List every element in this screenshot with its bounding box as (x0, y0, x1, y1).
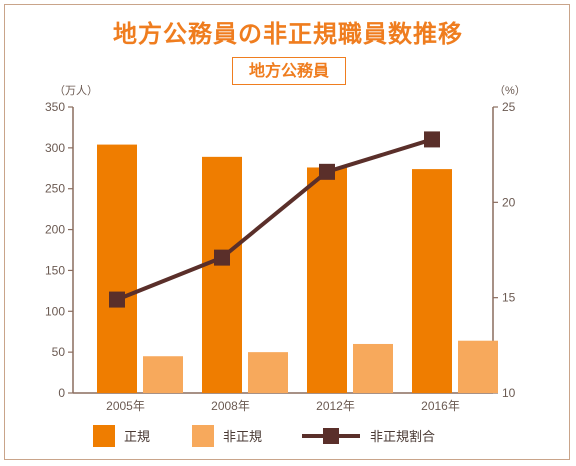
left-tick-label: 0 (58, 386, 65, 400)
bar-regular (412, 169, 452, 393)
ratio-line-series (109, 131, 440, 308)
x-tick-label: 2012年 (316, 399, 355, 413)
bar-nonregular (353, 343, 393, 393)
ratio-marker (424, 131, 440, 148)
bar-regular (97, 144, 137, 393)
x-axis-tick-labels: 2005年 2008年 2012年 2016年 (106, 399, 460, 413)
chart-title: 地方公務員の非正規職員数推移 (113, 20, 463, 48)
right-tick-label: 25 (502, 100, 516, 114)
bar-nonregular (248, 352, 288, 393)
ratio-marker (109, 291, 125, 308)
ratio-line (116, 137, 433, 302)
left-tick-label: 100 (45, 304, 65, 318)
legend-swatch-regular (93, 425, 115, 447)
left-axis-ticks: 0 50 100 150 200 250 300 350 (45, 100, 73, 400)
ratio-marker (214, 249, 230, 266)
x-tick-label: 2016年 (421, 399, 460, 413)
left-axis-unit-label: （万人） (54, 84, 98, 97)
right-tick-label: 10 (502, 386, 516, 400)
legend: 正規 非正規 非正規割合 (93, 425, 435, 447)
left-tick-label: 50 (52, 345, 66, 359)
left-tick-label: 300 (45, 141, 65, 155)
right-tick-label: 15 (502, 291, 516, 305)
bar-nonregular (143, 356, 183, 393)
bar-regular (307, 167, 347, 393)
bar-series (97, 144, 498, 393)
right-axis-unit-label: （%） (494, 84, 526, 97)
legend-label-ratio: 非正規割合 (370, 429, 435, 444)
bar-nonregular (458, 340, 498, 393)
left-tick-label: 250 (45, 182, 65, 196)
legend-marker-ratio (323, 428, 339, 444)
x-tick-label: 2008年 (211, 399, 250, 413)
bar-regular (202, 156, 242, 393)
legend-swatch-nonregular (192, 425, 214, 447)
left-tick-label: 350 (45, 100, 65, 114)
left-tick-label: 150 (45, 263, 65, 277)
chart-subtitle-box: 地方公務員 (232, 57, 346, 85)
ratio-marker (319, 163, 335, 180)
legend-label-regular: 正規 (124, 429, 150, 444)
right-tick-label: 20 (502, 195, 516, 209)
legend-label-nonregular: 非正規 (223, 429, 262, 444)
x-tick-label: 2005年 (106, 399, 145, 413)
left-tick-label: 200 (45, 223, 65, 237)
